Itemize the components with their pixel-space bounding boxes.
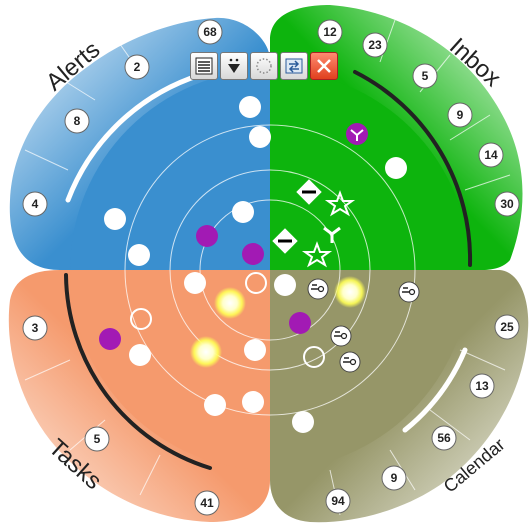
marker[interactable] [239,96,261,118]
marker-key[interactable] [398,281,420,303]
marker[interactable] [204,394,226,416]
marker[interactable] [249,126,271,148]
marker-glow[interactable] [334,276,366,308]
svg-text:5: 5 [422,69,429,83]
filter-down-icon [228,58,240,73]
marker-diamond[interactable] [272,228,298,254]
svg-text:13: 13 [475,379,489,393]
list-view-button[interactable] [190,52,218,80]
badge[interactable]: 30 [494,191,520,217]
svg-text:68: 68 [203,25,217,39]
svg-text:5: 5 [94,432,101,446]
svg-text:94: 94 [331,494,345,508]
svg-text:4: 4 [32,197,39,211]
marker-purple[interactable] [242,243,264,265]
marker-key[interactable] [307,278,329,300]
badge[interactable]: 12 [317,19,343,45]
marker-purple-arrow[interactable] [346,123,368,145]
svg-text:41: 41 [200,496,214,510]
badge[interactable]: 8 [64,108,90,134]
svg-text:56: 56 [437,431,451,445]
badge[interactable]: 2 [124,54,150,80]
badge[interactable]: 56 [431,425,457,451]
marker-purple[interactable] [196,225,218,247]
svg-text:30: 30 [500,197,514,211]
marker[interactable] [292,411,314,433]
marker-glow[interactable] [190,336,222,368]
badge[interactable]: 4 [22,191,48,217]
marker[interactable] [385,157,407,179]
list-icon [195,57,213,75]
badge[interactable]: 9 [381,465,407,491]
marker-hollow[interactable] [245,272,267,294]
marker[interactable] [104,208,126,230]
marker[interactable] [184,272,206,294]
badge[interactable]: 23 [362,32,388,58]
marker[interactable] [274,274,296,296]
marker-fork[interactable] [323,226,341,243]
svg-text:12: 12 [323,25,337,39]
svg-text:9: 9 [391,471,398,485]
marker-purple[interactable] [289,312,311,334]
badge[interactable]: 25 [494,314,520,340]
marker-key[interactable] [330,325,352,347]
badge[interactable]: 13 [469,373,495,399]
marker[interactable] [129,344,151,366]
svg-text:8: 8 [74,114,81,128]
svg-text:14: 14 [484,148,498,162]
marker-diamond[interactable] [296,179,322,205]
svg-text:25: 25 [500,320,514,334]
close-button[interactable] [310,52,338,80]
badge[interactable]: 68 [197,19,223,45]
marker[interactable] [242,391,264,413]
close-icon [317,59,331,73]
dotted-circle-icon [256,58,272,74]
marker[interactable] [244,339,266,361]
badge[interactable]: 3 [22,315,48,341]
marker-hollow[interactable] [130,308,152,330]
badge[interactable]: 41 [194,490,220,516]
svg-text:9: 9 [457,108,464,122]
marker-star[interactable] [301,241,333,268]
badge[interactable]: 5 [84,426,110,452]
svg-text:23: 23 [368,38,382,52]
badge[interactable]: 14 [478,142,504,168]
marker-key[interactable] [339,351,361,373]
svg-text:3: 3 [32,321,39,335]
svg-text:2: 2 [134,60,141,74]
badge[interactable]: 9 [447,102,473,128]
marker-glow[interactable] [214,287,246,319]
swap-view-button[interactable] [280,52,308,80]
marker[interactable] [232,201,254,223]
marker-purple[interactable] [99,328,121,350]
marker-hollow[interactable] [303,346,325,368]
swap-icon [285,58,303,74]
badge[interactable]: 5 [412,63,438,89]
toolbar [190,52,338,84]
filter-button[interactable] [220,52,248,80]
marker-star[interactable] [324,190,356,217]
radar-view-button[interactable] [250,52,278,80]
markers-white [104,96,407,433]
marker[interactable] [128,244,150,266]
badge[interactable]: 94 [325,488,351,514]
